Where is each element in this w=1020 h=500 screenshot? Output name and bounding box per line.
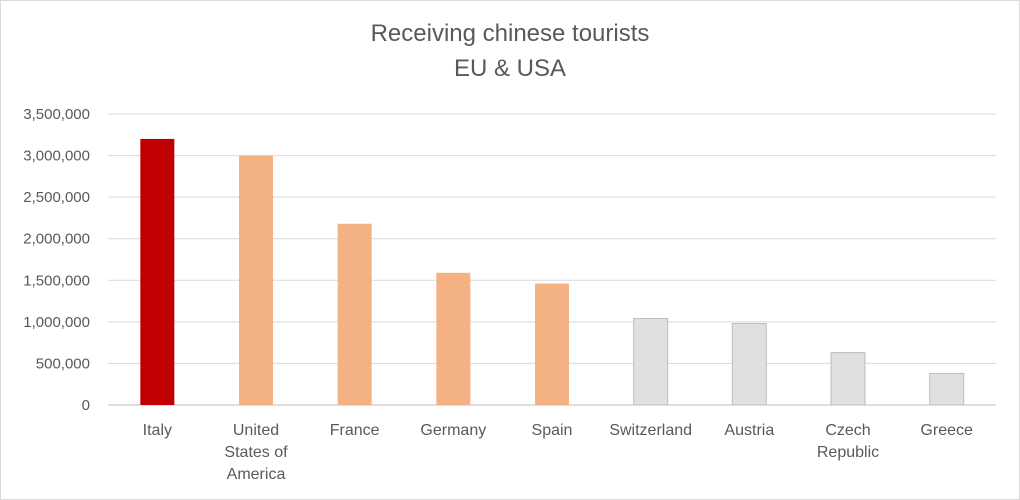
bar-austria — [731, 323, 767, 406]
y-tick-label: 3,000,000 — [23, 148, 90, 165]
bar-united-states-of-america — [239, 155, 273, 405]
x-tick-label: Austria — [724, 422, 774, 439]
bar-france — [337, 223, 372, 405]
y-tick-label: 500,000 — [36, 355, 90, 372]
chart-subtitle: EU & USA — [453, 55, 567, 82]
y-tick-label: 2,000,000 — [23, 231, 90, 248]
x-tick-label: Spain — [532, 422, 573, 439]
y-tick-label: 3,500,000 — [23, 106, 90, 123]
bar-greece — [929, 372, 965, 406]
bar-switzerland — [633, 318, 669, 406]
y-tick-label: 2,500,000 — [23, 189, 90, 206]
chart-title: Receiving chinese tourists — [370, 20, 650, 47]
bar-spain — [535, 283, 569, 405]
x-tick-label: Germany — [420, 422, 486, 439]
x-axis: Italy United States of America France Germany… — [143, 422, 973, 483]
bar-germany — [436, 272, 471, 405]
y-tick-label: 0 — [82, 397, 90, 414]
x-tick-label: Greece — [920, 422, 973, 439]
y-axis: 0 500,000 1,000,000 1,500,000 2,000,000 2,500… — [23, 106, 90, 414]
bar-italy — [140, 138, 175, 405]
x-tick-label: Italy — [143, 422, 172, 439]
y-tick-label: 1,500,000 — [23, 272, 90, 289]
y-tick-label: 1,000,000 — [23, 314, 90, 331]
x-tick-label: France — [330, 422, 380, 439]
x-tick-label: Czech Republic — [817, 422, 879, 461]
x-tick-label: Switzerland — [609, 422, 692, 439]
x-tick-label: United States of America — [224, 422, 288, 483]
bars — [140, 138, 965, 406]
bar-czech-republic — [830, 352, 866, 406]
